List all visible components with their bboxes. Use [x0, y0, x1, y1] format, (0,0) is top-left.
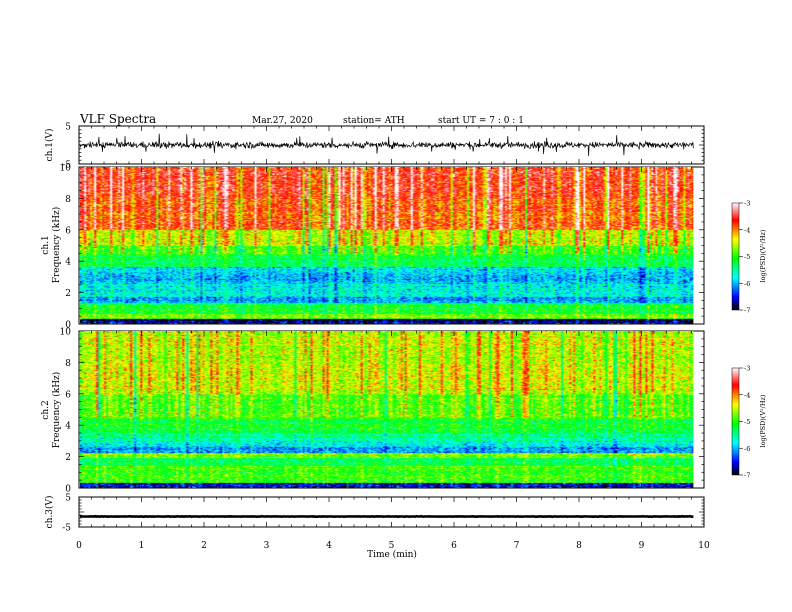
x-tick-label: 2	[201, 541, 207, 551]
ch1-waveform-ylabel: ch.1(V)	[44, 129, 55, 162]
x-tick-label: 9	[639, 541, 645, 551]
colorbar-tick-label: -6	[744, 445, 750, 453]
y-tick-label: 0	[65, 485, 71, 495]
colorbar-tick-label: -5	[744, 418, 750, 426]
time-axis-label: Time (min)	[367, 549, 417, 560]
y-tick-label: 5	[65, 494, 71, 504]
colorbar-tick-label: -5	[744, 253, 750, 261]
ch1-frequency-ylabel: Frequency (kHz)	[51, 207, 62, 284]
ch2-spectrogram-image	[80, 331, 694, 488]
colorbar-tick-label: -3	[744, 365, 750, 373]
ch2-frequency-ylabel: Frequency (kHz)	[51, 372, 62, 449]
x-tick-label: 6	[451, 541, 457, 551]
x-tick-label: 0	[76, 541, 82, 551]
x-tick-label: 4	[326, 541, 332, 551]
y-tick-label: 6	[65, 390, 71, 400]
colorbar-tick-label: -4	[744, 391, 750, 399]
y-tick-label: -5	[62, 161, 71, 171]
x-tick-label: 3	[264, 541, 270, 551]
ch2-channel-label: ch.2	[41, 400, 51, 419]
colorbar-tick-label: -4	[744, 226, 750, 234]
y-tick-label: 6	[65, 226, 71, 236]
start-time-label: start UT = 7 : 0 : 1	[438, 116, 524, 126]
ch3-waveform-trace	[79, 514, 694, 519]
x-tick-label: 1	[139, 541, 145, 551]
colorbar-tick-label: -3	[744, 200, 750, 208]
y-tick-label: 2	[65, 289, 71, 299]
y-tick-label: 8	[65, 359, 71, 369]
x-tick-label: 8	[576, 541, 582, 551]
figure-title: VLF Spectra	[79, 112, 156, 126]
ch3-waveform-ylabel: ch.3(V)	[44, 496, 55, 529]
y-tick-label: 8	[65, 195, 71, 205]
x-tick-label: 10	[698, 541, 710, 551]
y-tick-label: 2	[65, 453, 71, 463]
ch1-colorbar	[731, 202, 740, 311]
ch1-waveform-trace	[79, 133, 694, 157]
ch1-channel-label: ch.1	[41, 235, 51, 254]
y-tick-label: 5	[65, 123, 71, 133]
ch1-colorbar-label: log(PSD)(V²/Hz)	[759, 229, 767, 282]
station-label: station= ATH	[343, 116, 405, 126]
x-tick-label: 5	[389, 541, 395, 551]
colorbar-tick-label: -7	[744, 307, 750, 315]
y-tick-label: 10	[60, 164, 72, 174]
y-tick-label: 4	[65, 422, 71, 432]
y-tick-label: 4	[65, 258, 71, 268]
x-tick-label: 7	[514, 541, 520, 551]
ch1-spectrogram-image	[80, 167, 694, 324]
date-label: Mar.27, 2020	[252, 116, 313, 126]
colorbar-tick-label: -7	[744, 472, 750, 480]
colorbar-tick-label: -6	[744, 280, 750, 288]
y-tick-label: 10	[60, 328, 72, 338]
ch2-colorbar	[731, 367, 740, 476]
y-tick-label: -5	[62, 524, 71, 534]
ch2-colorbar-label: log(PSD)(V²/Hz)	[759, 394, 767, 447]
y-tick-label: 0	[65, 321, 71, 331]
